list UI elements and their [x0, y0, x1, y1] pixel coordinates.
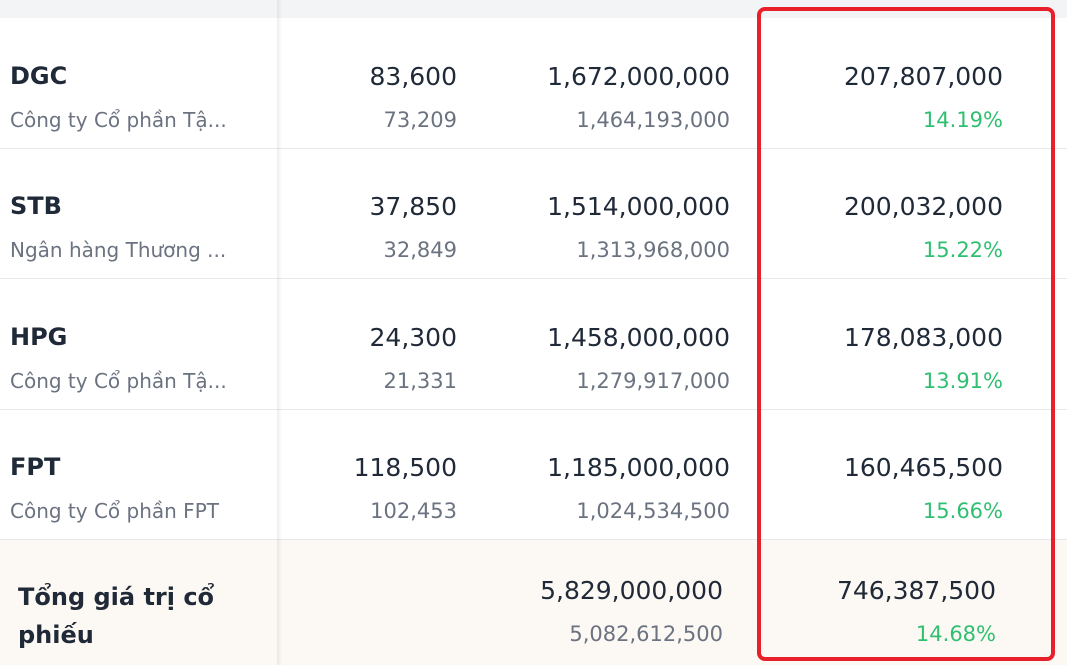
cost-basis: 1,279,917,000 [576, 369, 730, 393]
average-price: 32,849 [383, 238, 457, 262]
average-price: 73,209 [383, 108, 457, 132]
total-label: Tổng giá trị cổ phiếu [18, 583, 215, 649]
profit-percent: 15.22% [922, 238, 1003, 262]
table-row[interactable]: STB Ngân hàng Thương ... 37,850 32,849 1… [0, 148, 1067, 279]
stock-symbol[interactable]: HPG [10, 323, 68, 351]
profit-percent: 13.91% [922, 369, 1003, 393]
table-row[interactable]: FPT Công ty Cổ phần FPT 118,500 102,453 … [0, 409, 1067, 540]
company-name: Công ty Cổ phần FPT [10, 499, 219, 523]
current-price: 37,850 [369, 192, 457, 221]
cost-basis: 1,024,534,500 [576, 499, 730, 523]
total-profit-value: 746,387,500 [836, 576, 996, 605]
profit-percent: 14.19% [922, 108, 1003, 132]
current-price: 83,600 [369, 62, 457, 91]
profit-percent: 15.66% [922, 499, 1003, 523]
total-profit-percent: 14.68% [915, 622, 996, 646]
total-cost-basis: 5,082,612,500 [569, 622, 723, 646]
average-price: 21,331 [383, 369, 457, 393]
sticky-column-shadow [277, 0, 282, 665]
market-value: 1,458,000,000 [547, 323, 730, 352]
table-row[interactable]: HPG Công ty Cổ phần Tậ... 24,300 21,331 … [0, 279, 1067, 410]
company-name: Công ty Cổ phần Tậ... [10, 108, 227, 132]
stock-symbol[interactable]: DGC [10, 62, 68, 90]
profit-value: 178,083,000 [843, 323, 1003, 352]
average-price: 102,453 [370, 499, 457, 523]
stock-symbol[interactable]: FPT [10, 453, 61, 481]
total-row: Tổng giá trị cổ phiếu 5,829,000,000 5,08… [0, 540, 1067, 665]
table-row[interactable]: DGC Công ty Cổ phần Tậ... 83,600 73,209 … [0, 18, 1067, 149]
current-price: 24,300 [369, 323, 457, 352]
profit-value: 160,465,500 [843, 453, 1003, 482]
company-name: Ngân hàng Thương ... [10, 238, 227, 262]
cost-basis: 1,313,968,000 [576, 238, 730, 262]
market-value: 1,185,000,000 [547, 453, 730, 482]
company-name: Công ty Cổ phần Tậ... [10, 369, 227, 393]
total-market-value: 5,829,000,000 [540, 576, 723, 605]
table-header-strip [0, 0, 1067, 18]
profit-value: 200,032,000 [843, 192, 1003, 221]
current-price: 118,500 [353, 453, 457, 482]
market-value: 1,672,000,000 [547, 62, 730, 91]
cost-basis: 1,464,193,000 [576, 108, 730, 132]
market-value: 1,514,000,000 [547, 192, 730, 221]
stock-symbol[interactable]: STB [10, 192, 62, 220]
profit-value: 207,807,000 [843, 62, 1003, 91]
